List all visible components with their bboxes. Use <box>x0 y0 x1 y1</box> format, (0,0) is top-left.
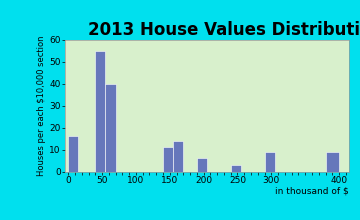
Text: 2013 House Values Distribution: 2013 House Values Distribution <box>87 21 360 39</box>
Bar <box>95 51 105 172</box>
Bar <box>265 152 275 172</box>
Bar <box>163 147 173 172</box>
Bar <box>105 84 116 172</box>
Bar <box>325 152 339 172</box>
Bar <box>68 136 78 172</box>
Bar <box>173 141 183 172</box>
Bar <box>197 158 207 172</box>
X-axis label: in thousand of $: in thousand of $ <box>275 186 349 195</box>
Y-axis label: Houses per each $10,000 section: Houses per each $10,000 section <box>37 35 46 176</box>
Bar <box>231 165 241 172</box>
